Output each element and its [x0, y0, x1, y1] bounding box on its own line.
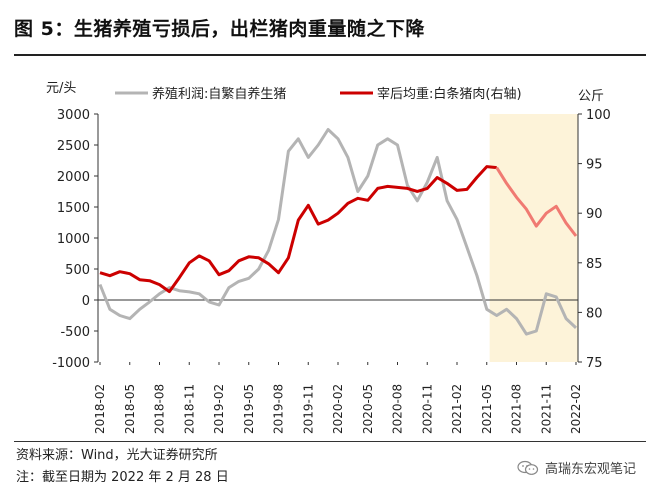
- wechat-icon: [517, 460, 539, 475]
- left-tick-label: 0: [82, 294, 90, 309]
- x-tick-label: 2020-05: [361, 384, 375, 434]
- line-chart: 3000 2500 2000 1500 1000 500 0 -500 -1000 100 95 90…: [46, 81, 611, 434]
- right-tick-label: 85: [586, 257, 603, 272]
- x-tick-label: 2021-05: [480, 384, 494, 434]
- left-tick-label: 3000: [57, 108, 90, 123]
- left-tick-label: -1000: [52, 356, 90, 371]
- x-tick-label: 2019-05: [242, 384, 256, 434]
- x-tick-label: 2019-08: [272, 384, 286, 434]
- legend-label-weight: 宰后均重:白条猪肉(右轴): [377, 86, 522, 102]
- x-tick-label: 2021-02: [450, 384, 464, 434]
- highlight-region: [489, 114, 578, 362]
- x-tick-label: 2020-08: [391, 384, 405, 434]
- right-tick-label: 95: [586, 158, 603, 173]
- right-axis-unit: 公斤: [578, 89, 604, 104]
- legend: 养殖利润:自繁自养生猪 宰后均重:白条猪肉(右轴): [115, 86, 522, 102]
- footer-rule: [14, 441, 646, 442]
- axes: 3000 2500 2000 1500 1000 500 0 -500 -1000 100 95 90…: [46, 81, 611, 434]
- x-tick-label: 2019-11: [301, 384, 315, 434]
- series-lines: [98, 128, 578, 336]
- series-line-weight-recent: [495, 166, 578, 237]
- source-note: 资料来源：Wind，光大证券研究所: [16, 448, 218, 463]
- x-tick-label: 2018-02: [93, 384, 107, 434]
- x-tick-label: 2022-02: [569, 384, 583, 434]
- x-tick-label: 2018-08: [153, 384, 167, 434]
- series-line-weight: [99, 165, 497, 294]
- title-rule: [14, 54, 646, 56]
- figure-title: 图 5：生猪养殖亏损后，出栏猪肉重量随之下降: [14, 18, 425, 40]
- right-tick-label: 80: [586, 306, 603, 321]
- x-tick-label: 2020-02: [331, 384, 345, 434]
- x-tick-label: 2019-02: [212, 384, 226, 434]
- series-line-profit: [98, 128, 578, 336]
- left-axis-unit: 元/头: [46, 81, 76, 96]
- left-tick-label: 1500: [57, 201, 90, 216]
- x-tick-label: 2021-11: [539, 384, 553, 434]
- left-tick-label: -500: [60, 325, 90, 340]
- right-tick-label: 100: [586, 108, 611, 123]
- right-tick-label: 90: [586, 207, 603, 222]
- left-tick-label: 2500: [57, 139, 90, 154]
- brand-watermark: 高瑞东宏观笔记: [517, 458, 636, 477]
- date-note: 注：截至日期为 2022 年 2 月 28 日: [16, 470, 229, 485]
- left-tick-label: 2000: [57, 170, 90, 185]
- right-tick-label: 75: [586, 356, 603, 371]
- x-tick-label: 2020-11: [420, 384, 434, 434]
- x-tick-label: 2018-11: [182, 384, 196, 434]
- x-tick-label: 2021-08: [510, 384, 524, 434]
- x-tick-label: 2018-05: [123, 384, 137, 434]
- left-tick-label: 1000: [57, 232, 90, 247]
- brand-name: 高瑞东宏观笔记: [544, 462, 636, 477]
- legend-label-profit: 养殖利润:自繁自养生猪: [152, 86, 286, 102]
- left-tick-label: 500: [65, 263, 90, 278]
